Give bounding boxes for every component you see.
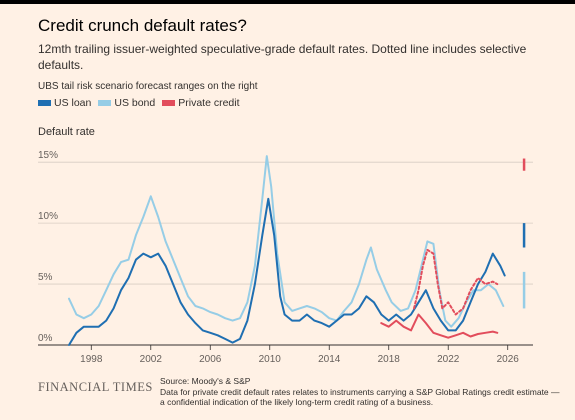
legend: US loan US bond Private credit xyxy=(38,97,247,109)
x-tick-label-2002: 2002 xyxy=(140,354,163,365)
x-tick-label-2006: 2006 xyxy=(199,354,222,365)
chart-subtitle: 12mth trailing issuer-weighted speculati… xyxy=(38,42,527,72)
legend-swatch-us-bond xyxy=(98,100,112,106)
ft-brand-logo: FINANCIAL TIMES xyxy=(38,380,153,394)
legend-item-us-loan: US loan xyxy=(38,97,91,109)
chart-title: Credit crunch default rates? xyxy=(38,16,247,35)
legend-label-us-bond: US bond xyxy=(114,97,156,109)
legend-label-private-credit: Private credit xyxy=(178,97,240,109)
x-tick-label-2010: 2010 xyxy=(259,354,282,365)
series-line-us-bond-0 xyxy=(68,155,505,328)
y-tick-label-10: 10% xyxy=(38,211,58,222)
series-line-us-loan-1 xyxy=(68,197,506,346)
source-block: Source: Moody's & S&P Data for private c… xyxy=(160,376,565,408)
chart-note: UBS tail risk scenario forecast ranges o… xyxy=(38,81,258,92)
legend-swatch-us-loan xyxy=(38,100,51,106)
y-tick-label-5: 5% xyxy=(38,272,53,283)
source-text: Source: Moody's & S&P xyxy=(160,376,251,386)
x-tick-label-2018: 2018 xyxy=(378,354,401,365)
top-bar xyxy=(0,0,575,4)
source-note: Data for private credit default rates re… xyxy=(160,386,560,408)
series-line-private-credit-3 xyxy=(380,313,499,339)
y-tick-label-0: 0% xyxy=(38,333,53,344)
x-tick-label-1998: 1998 xyxy=(80,354,103,365)
x-tick-label-2026: 2026 xyxy=(497,354,520,365)
x-tick-label-2014: 2014 xyxy=(318,354,341,365)
legend-item-us-bond: US bond xyxy=(98,97,155,109)
legend-item-private-credit: Private credit xyxy=(162,97,240,109)
y-tick-label-15: 15% xyxy=(38,150,58,161)
y-axis-label: Default rate xyxy=(38,126,95,138)
x-tick-label-2022: 2022 xyxy=(437,354,460,365)
legend-label-us-loan: US loan xyxy=(54,97,92,109)
series-line-private-credit-selective-2 xyxy=(413,248,499,316)
legend-swatch-private-credit xyxy=(162,100,176,106)
